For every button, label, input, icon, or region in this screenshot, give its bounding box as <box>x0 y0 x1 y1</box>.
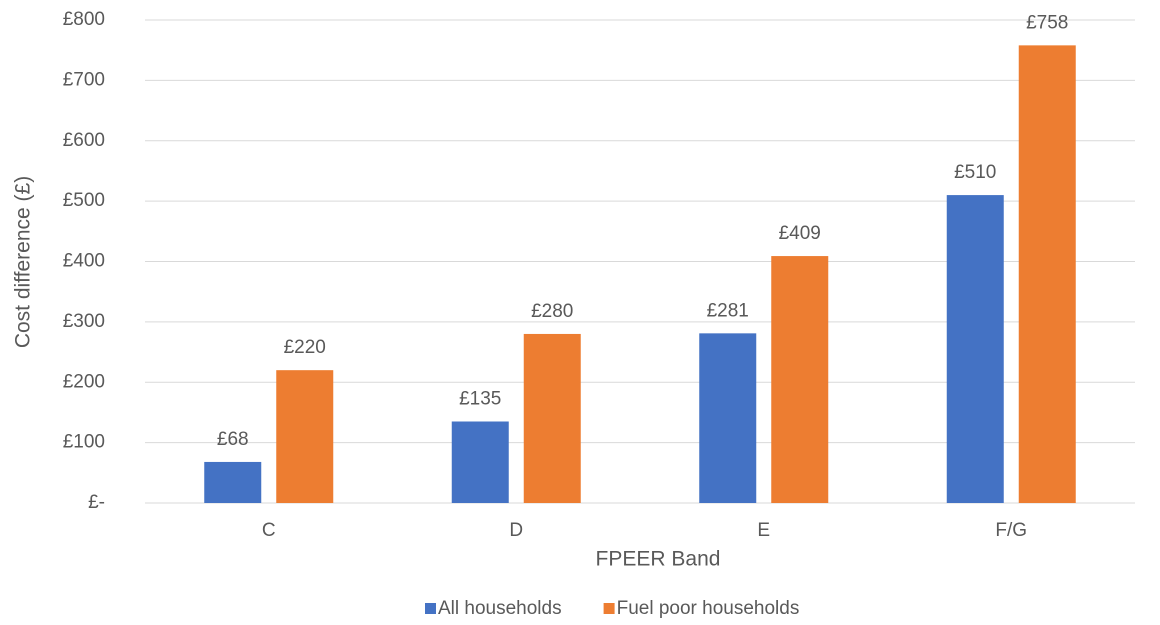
legend-swatch <box>425 603 436 614</box>
bar <box>699 333 757 503</box>
bar <box>204 461 262 503</box>
data-label: £220 <box>284 337 326 358</box>
x-tick-label: E <box>757 520 770 541</box>
y-tick-label: £700 <box>63 69 105 90</box>
bar <box>1018 45 1076 504</box>
bar <box>276 370 334 503</box>
y-tick-label: £- <box>88 492 105 513</box>
bar <box>771 256 829 503</box>
x-tick-label: D <box>509 520 523 541</box>
y-tick-label: £300 <box>63 311 105 332</box>
y-tick-label: £800 <box>63 9 105 30</box>
y-tick-label: £200 <box>63 371 105 392</box>
y-tick-label: £600 <box>63 130 105 151</box>
data-label: £409 <box>779 223 821 244</box>
data-label: £281 <box>707 300 749 321</box>
y-tick-label: £500 <box>63 190 105 211</box>
y-axis-title: Cost difference (£) <box>12 176 35 348</box>
x-tick-label: C <box>262 520 276 541</box>
data-label: £280 <box>531 301 573 322</box>
bar <box>523 333 581 503</box>
y-tick-label: £400 <box>63 251 105 272</box>
data-label: £510 <box>954 162 996 183</box>
y-tick-label: £100 <box>63 432 105 453</box>
x-tick-label: F/G <box>995 520 1027 541</box>
bar <box>946 195 1004 503</box>
legend-swatch <box>603 603 615 614</box>
bar <box>451 421 509 503</box>
legend-label: Fuel poor households <box>617 598 800 619</box>
data-label: £758 <box>1026 12 1068 33</box>
data-label: £68 <box>217 429 249 450</box>
x-axis-title: FPEER Band <box>596 548 721 571</box>
data-label: £135 <box>459 389 501 410</box>
legend-label: All households <box>438 598 562 619</box>
